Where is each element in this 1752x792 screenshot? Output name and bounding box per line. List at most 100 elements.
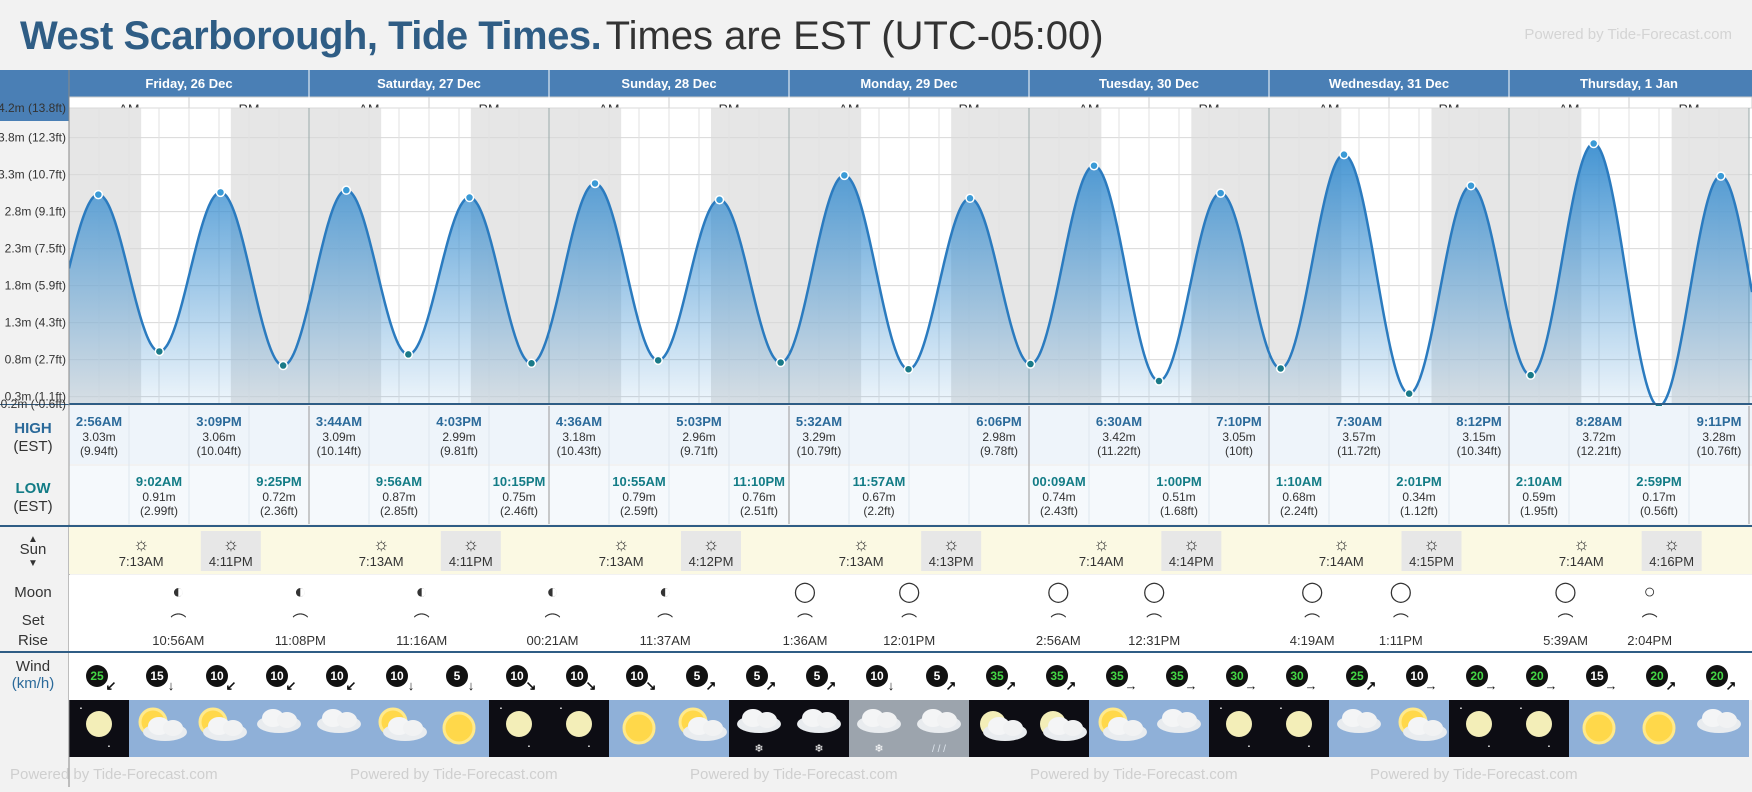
low-tide-feet: (2.59ft) [620,504,658,518]
sunset-cell [1161,531,1222,571]
high-tide-feet: (10.04ft) [197,444,242,458]
day-label: Wednesday, 31 Dec [1329,76,1449,91]
star-icon: · [1247,737,1252,753]
wind-unit-link[interactable]: (km/h) [12,675,55,692]
wind-speed: 25 [1350,669,1364,683]
low-tide-height: 0.68m [1282,490,1315,504]
wind-speed: 20 [1650,669,1664,683]
star-icon: · [1487,737,1492,753]
low-tide-feet: (1.68ft) [1160,504,1198,518]
moonrise-time: 10:56AM [152,633,204,648]
star-icon: · [1307,737,1312,753]
cloud-icon [877,712,897,728]
sunrise-icon: ☼ [1573,534,1590,554]
sunrise-icon: ☼ [1333,534,1350,554]
cloud-icon [1423,720,1443,736]
sunrise-time: 7:13AM [599,554,644,569]
wind-badge [446,665,468,687]
y-tick-label: 2.8m (9.1ft) [5,205,66,219]
moon-icon [1226,711,1252,737]
weather-cell [1389,700,1449,757]
low-tide-point [1525,370,1536,380]
weather-cell: ·· [549,699,609,757]
high-tide-time: 6:30AM [1096,414,1142,429]
wind-arrow: → [1305,678,1318,693]
high-tide-time: 3:09PM [196,414,242,429]
weather-cell [1629,700,1689,757]
sunset-time: 4:11PM [449,554,493,569]
wind-speed: 20 [1710,669,1724,683]
wind-speed: 10 [510,669,524,683]
wind-badge [206,665,228,687]
wind-arrow: ↗ [1726,678,1737,693]
cloud-icon [1123,720,1143,736]
sunset-cell [1401,531,1462,571]
footer-powered-by: Powered by Tide-Forecast.com [1370,766,1578,783]
wind-arrow: ↗ [1066,678,1077,693]
wind-badge [926,665,948,687]
snow-icon: ❄ [814,743,823,755]
low-tide-time: 9:02AM [136,474,182,489]
low-tide-time: 1:10AM [1276,474,1322,489]
wind-badge [1046,665,1068,687]
weather-cell [369,700,429,757]
sunset-time: 4:14PM [1169,554,1214,569]
moonset-time: 2:56AM [1036,633,1081,648]
high-tide-point [714,195,725,205]
high-tide-point [341,185,352,195]
footer-powered-by: Powered by Tide-Forecast.com [350,766,558,783]
high-tide-feet: (9.81ft) [440,444,478,458]
wind-arrow: ↓ [468,678,475,693]
cloud-icon [703,720,723,736]
cloud-icon [1717,712,1737,728]
sunset-cell [440,531,501,571]
star-icon: · [1219,699,1224,715]
wind-speed: 10 [870,669,884,683]
wind-speed: 5 [934,669,941,683]
wind-row-label: Wind [16,658,50,675]
wind-speed: 5 [814,669,821,683]
high-tide-height: 3.72m [1582,430,1615,444]
cloud-icon [1357,712,1377,728]
low-tide-feet: (2.51ft) [740,504,778,518]
star-icon: · [1279,699,1284,715]
weather-cell [609,700,669,757]
weather-cell: ❄ [729,700,789,757]
low-tide-time: 10:15PM [493,474,546,489]
y-tick-label: 0.3m (1.1ft) [5,390,66,404]
y-tick-label: 2.3m (7.5ft) [5,242,66,256]
sunset-icon: ☼ [943,534,960,554]
low-tide-point [526,358,537,369]
moonrise-icon: ⌒ [657,613,673,631]
weather-cell: ❄ [789,700,849,757]
wind-badge [1406,665,1428,687]
high-tide-feet: (11.22ft) [1097,444,1141,458]
sunset-icon: ☼ [1183,534,1200,554]
sunset-cell [921,531,982,571]
weather-cell: ·· [69,699,129,757]
sunset-icon: ☼ [703,534,720,554]
wind-speed: 35 [1110,669,1124,683]
page-title: West Scarborough, Tide Times. Times are … [20,8,1104,64]
moonset-time: 1:36AM [783,633,828,648]
y-tick-label: 0.8m (2.7ft) [5,353,66,367]
low-tide-height: 0.17m [1642,490,1675,504]
high-tide-feet: (9.94ft) [80,444,118,458]
star-icon: · [587,737,592,753]
low-row-label: LOW [16,480,52,497]
y-tick-label: 0.2m (-0.6ft) [1,397,66,411]
low-tide-height: 0.79m [622,490,655,504]
wind-badge [866,665,888,687]
high-tide-height: 3.15m [1462,430,1495,444]
high-tide-time: 4:36AM [556,414,602,429]
sunrise-time: 7:13AM [359,554,404,569]
wind-badge [86,665,108,687]
moonset-icon: ⌒ [1557,613,1573,631]
sunrise-icon: ☼ [133,534,150,554]
wind-arrow: ↗ [766,678,777,693]
low-tide-point [1025,359,1036,369]
star-icon: · [559,699,564,715]
wind-arrow: → [1425,678,1438,693]
high-tide-time: 3:44AM [316,414,362,429]
